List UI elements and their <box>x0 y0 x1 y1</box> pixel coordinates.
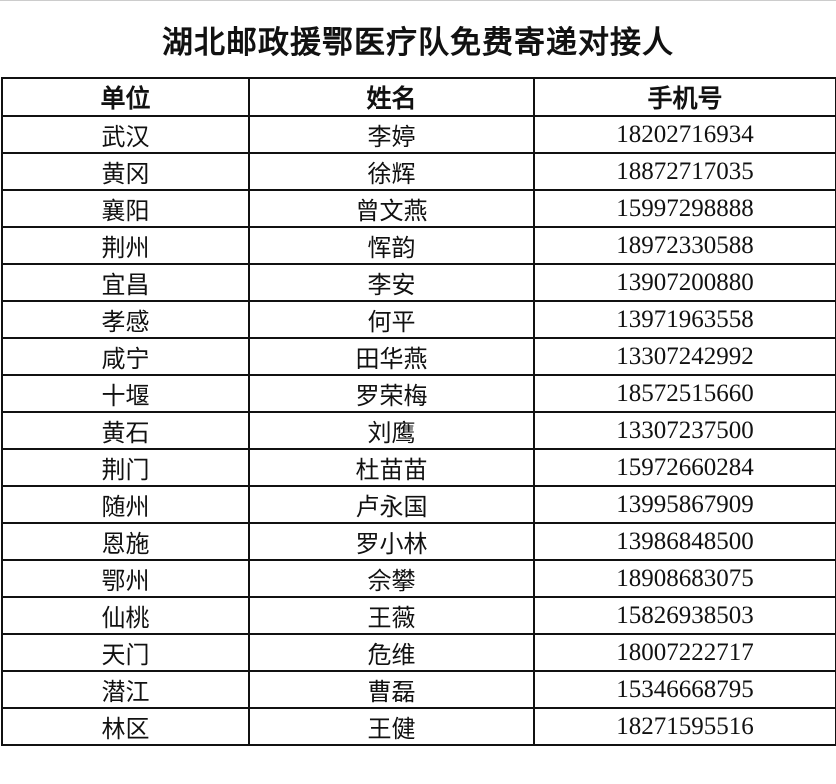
cell-unit: 林区 <box>1 707 250 746</box>
cell-name: 佘攀 <box>248 559 535 598</box>
header-name: 姓名 <box>248 77 535 117</box>
table-row: 孝感 何平 13971963558 <box>1 300 836 339</box>
cell-phone: 18202716934 <box>533 115 836 154</box>
table-row: 十堰 罗荣梅 18572515660 <box>1 374 836 413</box>
table-row: 荆州 恽韵 18972330588 <box>1 226 836 265</box>
cell-unit: 荆州 <box>1 226 250 265</box>
table-row: 随州 卢永国 13995867909 <box>1 485 836 524</box>
table-row: 潜江 曹磊 15346668795 <box>1 670 836 709</box>
cell-name: 李安 <box>248 263 535 302</box>
cell-name: 王薇 <box>248 596 535 635</box>
cell-unit: 十堰 <box>1 374 250 413</box>
cell-unit: 黄石 <box>1 411 250 450</box>
cell-phone: 13307237500 <box>533 411 836 450</box>
cell-phone: 18908683075 <box>533 559 836 598</box>
cell-name: 卢永国 <box>248 485 535 524</box>
cell-name: 田华燕 <box>248 337 535 376</box>
cell-phone: 15346668795 <box>533 670 836 709</box>
cell-unit: 潜江 <box>1 670 250 709</box>
cell-unit: 仙桃 <box>1 596 250 635</box>
cell-phone: 13907200880 <box>533 263 836 302</box>
cell-name: 罗荣梅 <box>248 374 535 413</box>
cell-name: 李婷 <box>248 115 535 154</box>
header-unit: 单位 <box>1 77 250 117</box>
header-phone: 手机号 <box>533 77 836 117</box>
table-row: 恩施 罗小林 13986848500 <box>1 522 836 561</box>
table-row: 荆门 杜苗苗 15972660284 <box>1 448 836 487</box>
cell-phone: 18872717035 <box>533 152 836 191</box>
cell-phone: 15997298888 <box>533 189 836 228</box>
cell-phone: 15972660284 <box>533 448 836 487</box>
cell-phone: 13995867909 <box>533 485 836 524</box>
cell-phone: 18007222717 <box>533 633 836 672</box>
cell-phone: 13986848500 <box>533 522 836 561</box>
cell-phone: 18972330588 <box>533 226 836 265</box>
cell-unit: 黄冈 <box>1 152 250 191</box>
cell-unit: 襄阳 <box>1 189 250 228</box>
table-row: 仙桃 王薇 15826938503 <box>1 596 836 635</box>
cell-phone: 13307242992 <box>533 337 836 376</box>
table-body: 武汉 李婷 18202716934 黄冈 徐辉 18872717035 襄阳 曾文燕 15997… <box>1 115 836 746</box>
cell-phone: 15826938503 <box>533 596 836 635</box>
table-row: 武汉 李婷 18202716934 <box>1 115 836 154</box>
cell-unit: 咸宁 <box>1 337 250 376</box>
table-row: 襄阳 曾文燕 15997298888 <box>1 189 836 228</box>
cell-name: 何平 <box>248 300 535 339</box>
cell-name: 罗小林 <box>248 522 535 561</box>
contacts-table: 单位 姓名 手机号 武汉 李婷 18202716934 黄冈 徐辉 18872717035… <box>1 77 836 746</box>
table-header-row: 单位 姓名 手机号 <box>1 77 836 117</box>
table-row: 咸宁 田华燕 13307242992 <box>1 337 836 376</box>
table-row: 宜昌 李安 13907200880 <box>1 263 836 302</box>
cell-unit: 恩施 <box>1 522 250 561</box>
cell-unit: 武汉 <box>1 115 250 154</box>
table-row: 黄石 刘鹰 13307237500 <box>1 411 836 450</box>
table-row: 天门 危维 18007222717 <box>1 633 836 672</box>
cell-name: 刘鹰 <box>248 411 535 450</box>
cell-name: 曾文燕 <box>248 189 535 228</box>
cell-name: 徐辉 <box>248 152 535 191</box>
table-row: 鄂州 佘攀 18908683075 <box>1 559 836 598</box>
cell-phone: 18271595516 <box>533 707 836 746</box>
cell-unit: 孝感 <box>1 300 250 339</box>
cell-unit: 宜昌 <box>1 263 250 302</box>
cell-name: 恽韵 <box>248 226 535 265</box>
cell-name: 危维 <box>248 633 535 672</box>
table-row: 林区 王健 18271595516 <box>1 707 836 746</box>
cell-unit: 鄂州 <box>1 559 250 598</box>
page-title: 湖北邮政援鄂医疗队免费寄递对接人 <box>0 0 836 77</box>
cell-name: 王健 <box>248 707 535 746</box>
cell-name: 曹磊 <box>248 670 535 709</box>
cell-phone: 13971963558 <box>533 300 836 339</box>
cell-unit: 天门 <box>1 633 250 672</box>
cell-name: 杜苗苗 <box>248 448 535 487</box>
cell-unit: 荆门 <box>1 448 250 487</box>
cell-unit: 随州 <box>1 485 250 524</box>
table-row: 黄冈 徐辉 18872717035 <box>1 152 836 191</box>
cell-phone: 18572515660 <box>533 374 836 413</box>
